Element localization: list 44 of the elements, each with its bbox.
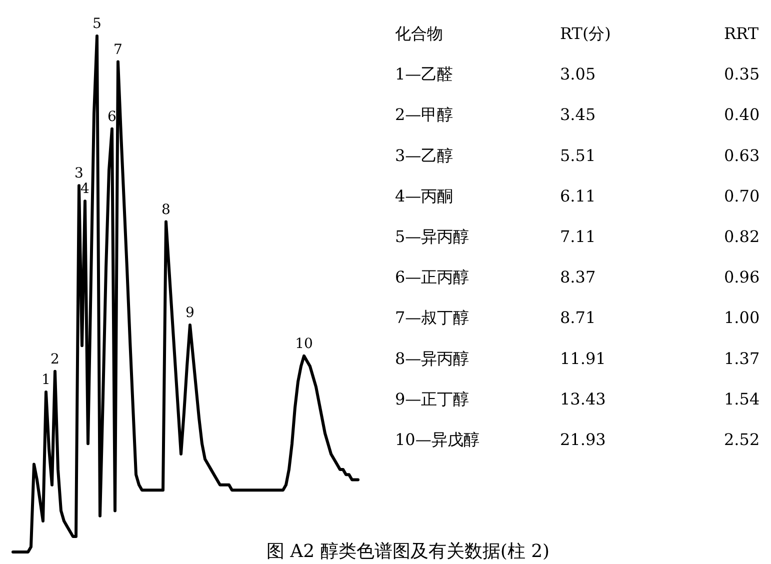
peak-number: 6 [108,108,116,125]
peak-number: 8 [162,202,170,218]
cell: 1.37 [724,348,760,368]
row-label: 7—叔丁醇 [395,308,470,328]
column-header: RRT [724,24,758,43]
row-label: 2—甲醇 [395,105,454,124]
row-label: 1—乙醛 [395,64,454,84]
peak-number: 7 [114,42,122,58]
cell: 0.35 [724,64,760,84]
row-label: 8—异丙醇 [395,348,470,368]
cell: 8.71 [560,308,596,328]
cell: 1.00 [724,308,760,328]
peak-number: 9 [186,304,194,321]
cell: 3.45 [560,105,596,124]
cell: 3.05 [560,64,596,84]
cell: 0.96 [724,268,760,287]
peak-number: 3 [74,166,84,182]
cell: 2.52 [724,430,760,449]
cell: 11.91 [560,348,606,368]
cell: 0.70 [724,186,760,206]
row-label: 9—正丁醇 [395,389,470,408]
cell: 6.11 [560,186,596,206]
column-header: 化合物 [395,24,443,43]
row-label: 10—异戊醇 [395,430,480,449]
peak-number: 4 [80,181,90,198]
column-header: RT(分) [560,24,611,43]
cell: 0.63 [724,146,760,165]
cell: 21.93 [560,430,606,449]
peak-number: 1 [42,372,50,388]
cell: 1.54 [724,389,760,408]
peak-number: 10 [295,336,313,352]
row-label: 6—正丙醇 [395,268,470,287]
caption: 图 A2 醇类色谱图及有关数据(柱 2) [266,541,550,562]
cell: 8.37 [560,268,596,287]
row-label: 4—丙酮 [395,186,454,206]
cell: 0.40 [724,105,760,124]
peak-number: 2 [50,351,60,368]
cell: 5.51 [560,146,596,165]
cell: 0.82 [724,227,760,246]
row-label: 3—乙醇 [395,146,454,165]
peak-number: 5 [92,16,102,32]
cell: 7.11 [560,227,596,246]
cell: 13.43 [560,389,606,408]
row-label: 5—异丙醇 [395,227,470,246]
